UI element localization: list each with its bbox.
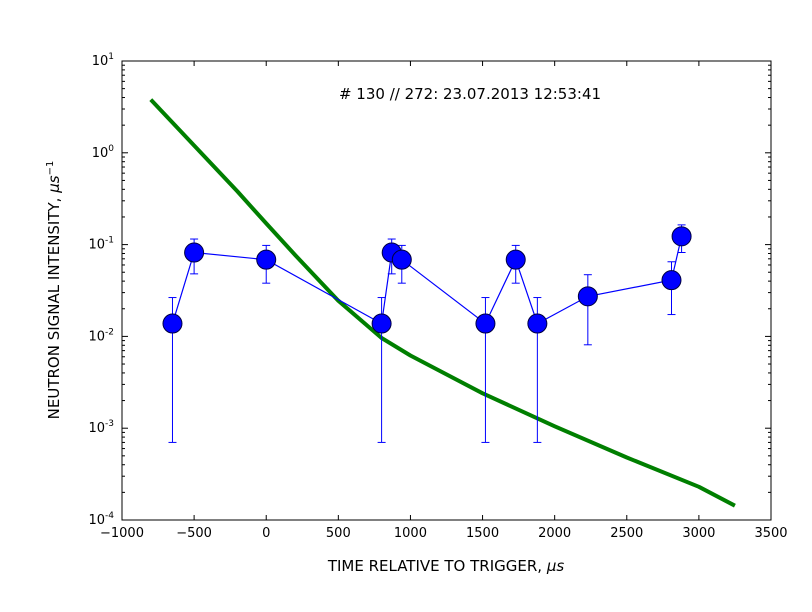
data-series-layer <box>162 224 692 443</box>
x-tick-label: 2000 <box>538 526 571 541</box>
data-point-marker <box>661 270 682 291</box>
data-point-marker <box>505 249 526 270</box>
x-axis-ticks: −1000 −500 0 500 1000 1500 2000 2500 3000 3500 <box>100 61 788 541</box>
x-tick-label: 1000 <box>394 526 427 541</box>
x-tick-label: 2500 <box>610 526 643 541</box>
plot-area <box>122 61 771 520</box>
data-series-line <box>171 236 683 325</box>
x-axis-label-unit: μs <box>546 557 565 575</box>
y-tick-label: 10-1 <box>88 236 114 253</box>
chart-annotation: # 130 // 272: 23.07.2013 12:53:41 <box>339 85 601 103</box>
y-axis-ticks: 10-4 10-3 10-2 10-1 100 101 <box>88 52 771 528</box>
x-tick-label: 500 <box>326 526 351 541</box>
y-tick-label: 101 <box>92 52 114 69</box>
data-point-marker <box>671 226 692 247</box>
data-point-marker <box>577 286 598 307</box>
data-point-marker <box>527 313 548 334</box>
data-point-marker <box>162 313 183 334</box>
y-axis-label: NEUTRON SIGNAL INTENSITY, μs−1 <box>45 161 63 420</box>
y-axis-label-text: NEUTRON SIGNAL INTENSITY, <box>45 193 63 420</box>
y-tick-label: 100 <box>92 144 115 161</box>
x-axis-label-text: TIME RELATIVE TO TRIGGER, <box>327 557 547 575</box>
x-tick-label: −500 <box>176 526 212 541</box>
x-tick-label: 1500 <box>466 526 499 541</box>
x-tick-label: 3000 <box>682 526 715 541</box>
x-axis-label: TIME RELATIVE TO TRIGGER, μs <box>327 557 565 575</box>
data-point-marker <box>391 249 412 270</box>
data-point-marker <box>184 242 205 263</box>
y-tick-label: 10-2 <box>88 327 114 344</box>
x-tick-label: −1000 <box>100 526 144 541</box>
x-tick-label: 3500 <box>754 526 787 541</box>
y-tick-label: 10-3 <box>88 419 114 436</box>
y-axis-label-exponent: −1 <box>45 161 56 176</box>
data-point-marker <box>475 313 496 334</box>
y-axis-label-unit: μs <box>45 175 63 194</box>
y-tick-label: 10-4 <box>88 511 114 528</box>
plot-frame <box>121 60 772 521</box>
x-tick-label: 0 <box>262 526 270 541</box>
data-point-marker <box>371 313 392 334</box>
data-point-marker <box>256 249 277 270</box>
